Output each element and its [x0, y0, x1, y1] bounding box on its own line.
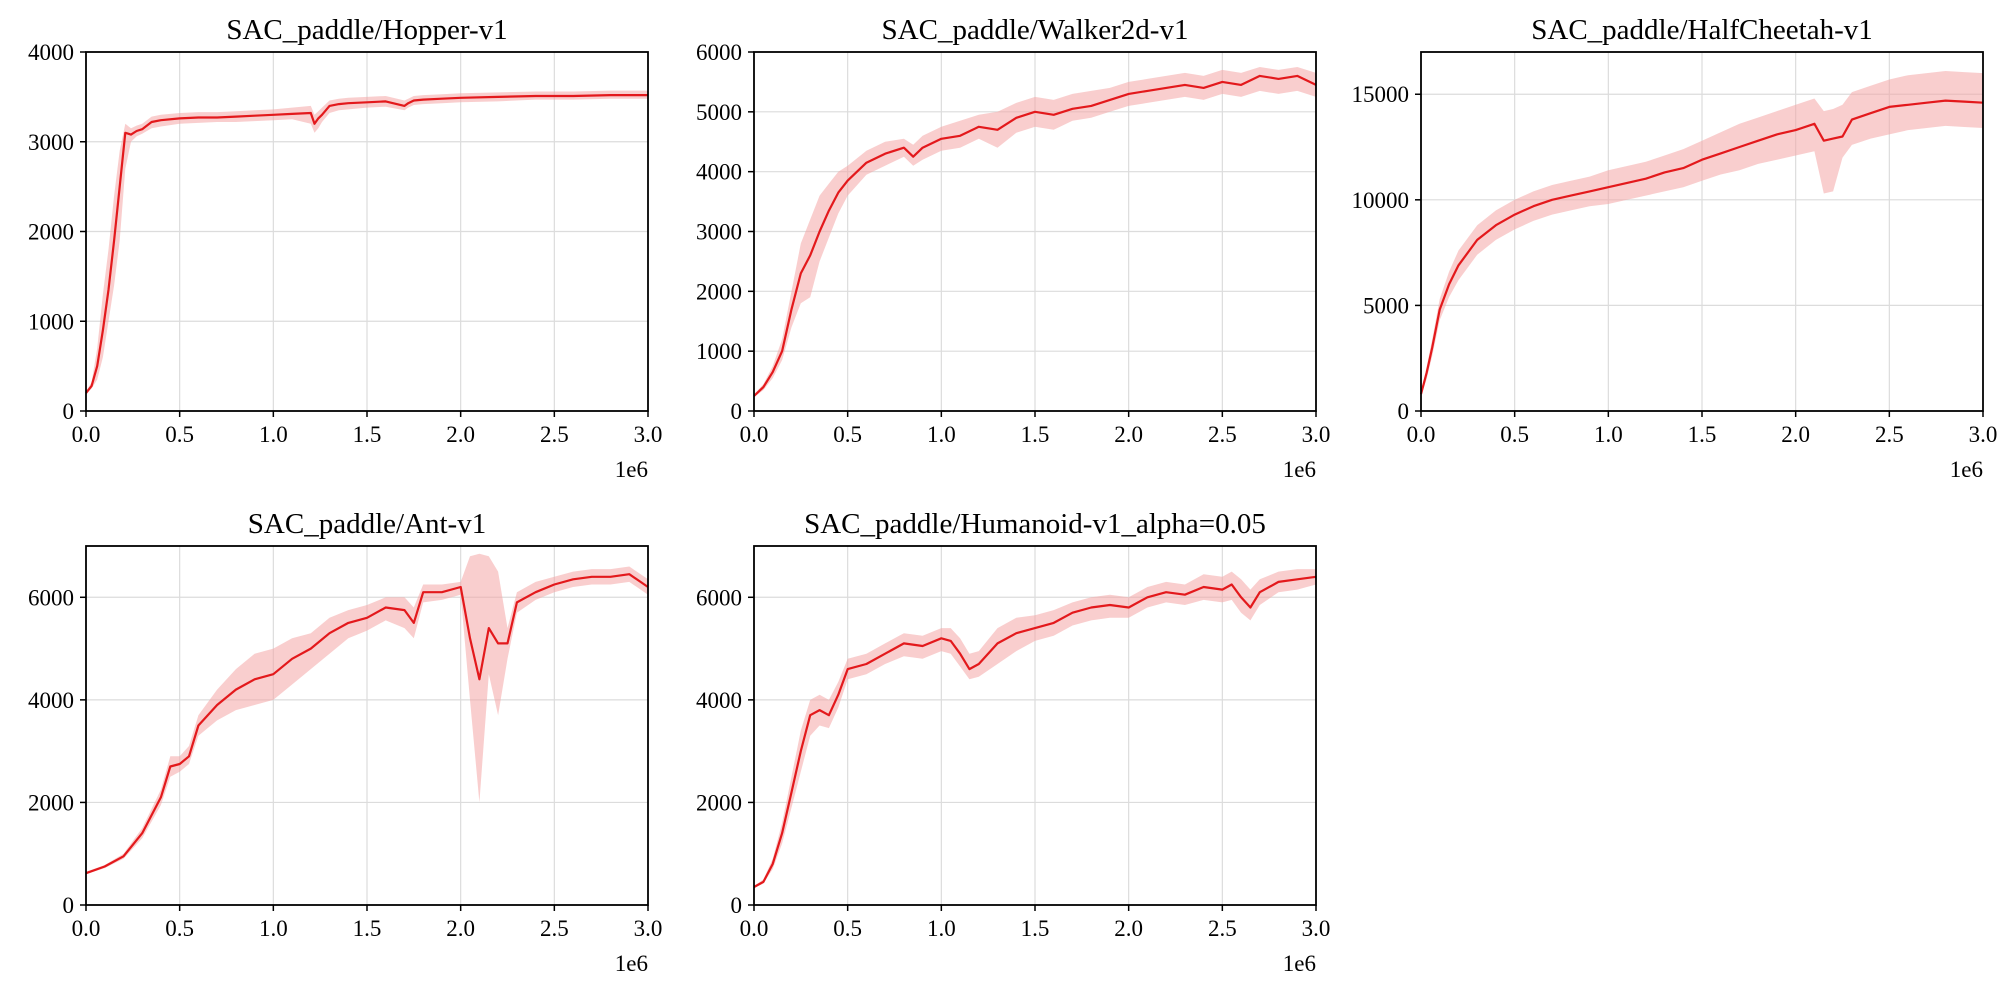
- y-tick-label: 1000: [696, 339, 742, 364]
- x-tick-label: 2.0: [1114, 422, 1143, 447]
- y-tick-label: 5000: [1363, 293, 1409, 318]
- series-line: [753, 575, 1317, 888]
- y-tick-label: 10000: [1352, 188, 1410, 213]
- x-tick-label: 1.5: [353, 916, 382, 941]
- x-tick-label: 3.0: [1302, 916, 1331, 941]
- x-tick-label: 0.0: [72, 422, 101, 447]
- x-tick-label: 0.5: [165, 916, 194, 941]
- x-offset-label: 1e6: [1283, 951, 1316, 976]
- y-tick-label: 2000: [696, 279, 742, 304]
- x-tick-label: 1.5: [353, 422, 382, 447]
- y-tick-label: 6000: [28, 585, 74, 610]
- y-tick-label: 5000: [696, 100, 742, 125]
- subplot-3: 0.0 0.5 1.0 1.5 2.0 2.5 3.0 0 5000 10000 15000 1e6 S…: [1352, 14, 1998, 482]
- x-tick-label: 3.0: [634, 422, 663, 447]
- series-line: [85, 93, 648, 394]
- x-offset-label: 1e6: [615, 951, 648, 976]
- y-tick-label: 0: [731, 893, 743, 918]
- x-tick-label: 2.0: [1781, 422, 1810, 447]
- y-tick-label: 3000: [696, 220, 742, 245]
- series-line: [85, 573, 649, 875]
- y-tick-label: 2000: [696, 790, 742, 815]
- x-tick-label: 2.0: [1114, 916, 1143, 941]
- confidence-band: [86, 553, 648, 875]
- x-tick-label: 0.5: [833, 422, 862, 447]
- x-offset-label: 1e6: [1283, 457, 1316, 482]
- x-tick-label: 0.0: [740, 916, 769, 941]
- x-tick-label: 2.0: [446, 422, 475, 447]
- y-tick-label: 4000: [28, 688, 74, 713]
- x-tick-label: 1.5: [1688, 422, 1717, 447]
- x-tick-label: 2.5: [540, 422, 569, 447]
- x-tick-label: 0.0: [72, 916, 101, 941]
- subplot-2: 0.0 0.5 1.0 1.5 2.0 2.5 3.0 0 1000 2000 3000 4000 50…: [696, 14, 1330, 482]
- x-tick-label: 2.5: [1875, 422, 1904, 447]
- y-tick-label: 4000: [696, 688, 742, 713]
- y-tick-label: 1000: [28, 309, 74, 334]
- x-tick-label: 1.0: [259, 916, 288, 941]
- chart-title: SAC_paddle/Humanoid-v1_alpha=0.05: [804, 508, 1266, 540]
- series-line: [1419, 99, 1984, 395]
- x-tick-label: 1.0: [927, 916, 956, 941]
- x-tick-label: 1.0: [259, 422, 288, 447]
- subplot-4: 0.0 0.5 1.0 1.5 2.0 2.5 3.0 0 2000 4000 6000 1e6 SAC…: [28, 508, 662, 976]
- x-tick-label: 3.0: [1969, 422, 1998, 447]
- x-offset-label: 1e6: [615, 457, 648, 482]
- x-tick-label: 1.5: [1021, 422, 1050, 447]
- x-tick-label: 3.0: [634, 916, 663, 941]
- x-tick-label: 1.0: [927, 422, 956, 447]
- x-tick-label: 2.5: [1208, 916, 1237, 941]
- subplot-5: 0.0 0.5 1.0 1.5 2.0 2.5 3.0 0 2000 4000 6000 1e6 SAC…: [696, 508, 1330, 976]
- x-tick-label: 0.0: [1407, 422, 1436, 447]
- confidence-band: [1421, 71, 1983, 397]
- x-tick-label: 1.5: [1021, 916, 1050, 941]
- y-tick-label: 3000: [28, 130, 74, 155]
- chart-title: SAC_paddle/Hopper-v1: [226, 14, 507, 46]
- x-tick-label: 2.5: [540, 916, 569, 941]
- y-tick-label: 15000: [1352, 82, 1410, 107]
- x-tick-label: 0.0: [740, 422, 769, 447]
- x-offset-label: 1e6: [1950, 457, 1983, 482]
- y-tick-label: 6000: [696, 40, 742, 65]
- y-tick-label: 0: [63, 893, 75, 918]
- y-tick-label: 2000: [28, 790, 74, 815]
- y-tick-label: 0: [63, 399, 75, 424]
- x-tick-label: 0.5: [833, 916, 862, 941]
- y-tick-label: 6000: [696, 585, 742, 610]
- y-tick-label: 4000: [28, 40, 74, 65]
- chart-title: SAC_paddle/HalfCheetah-v1: [1531, 14, 1872, 46]
- y-tick-label: 2000: [28, 220, 74, 245]
- x-tick-label: 1.0: [1594, 422, 1623, 447]
- y-tick-label: 0: [731, 399, 743, 424]
- x-tick-label: 0.5: [1500, 422, 1529, 447]
- y-tick-label: 4000: [696, 160, 742, 185]
- x-tick-label: 0.5: [165, 422, 194, 447]
- subplot-1: 0.0 0.5 1.0 1.5 2.0 2.5 3.0 0 1000 2000 3000 4000 1e…: [28, 14, 662, 482]
- x-tick-label: 2.0: [446, 916, 475, 941]
- chart-title: SAC_paddle/Ant-v1: [248, 508, 486, 540]
- series-line: [753, 74, 1317, 397]
- chart-title: SAC_paddle/Walker2d-v1: [882, 14, 1189, 46]
- x-tick-label: 2.5: [1208, 422, 1237, 447]
- x-tick-label: 3.0: [1302, 422, 1331, 447]
- y-tick-label: 0: [1398, 399, 1410, 424]
